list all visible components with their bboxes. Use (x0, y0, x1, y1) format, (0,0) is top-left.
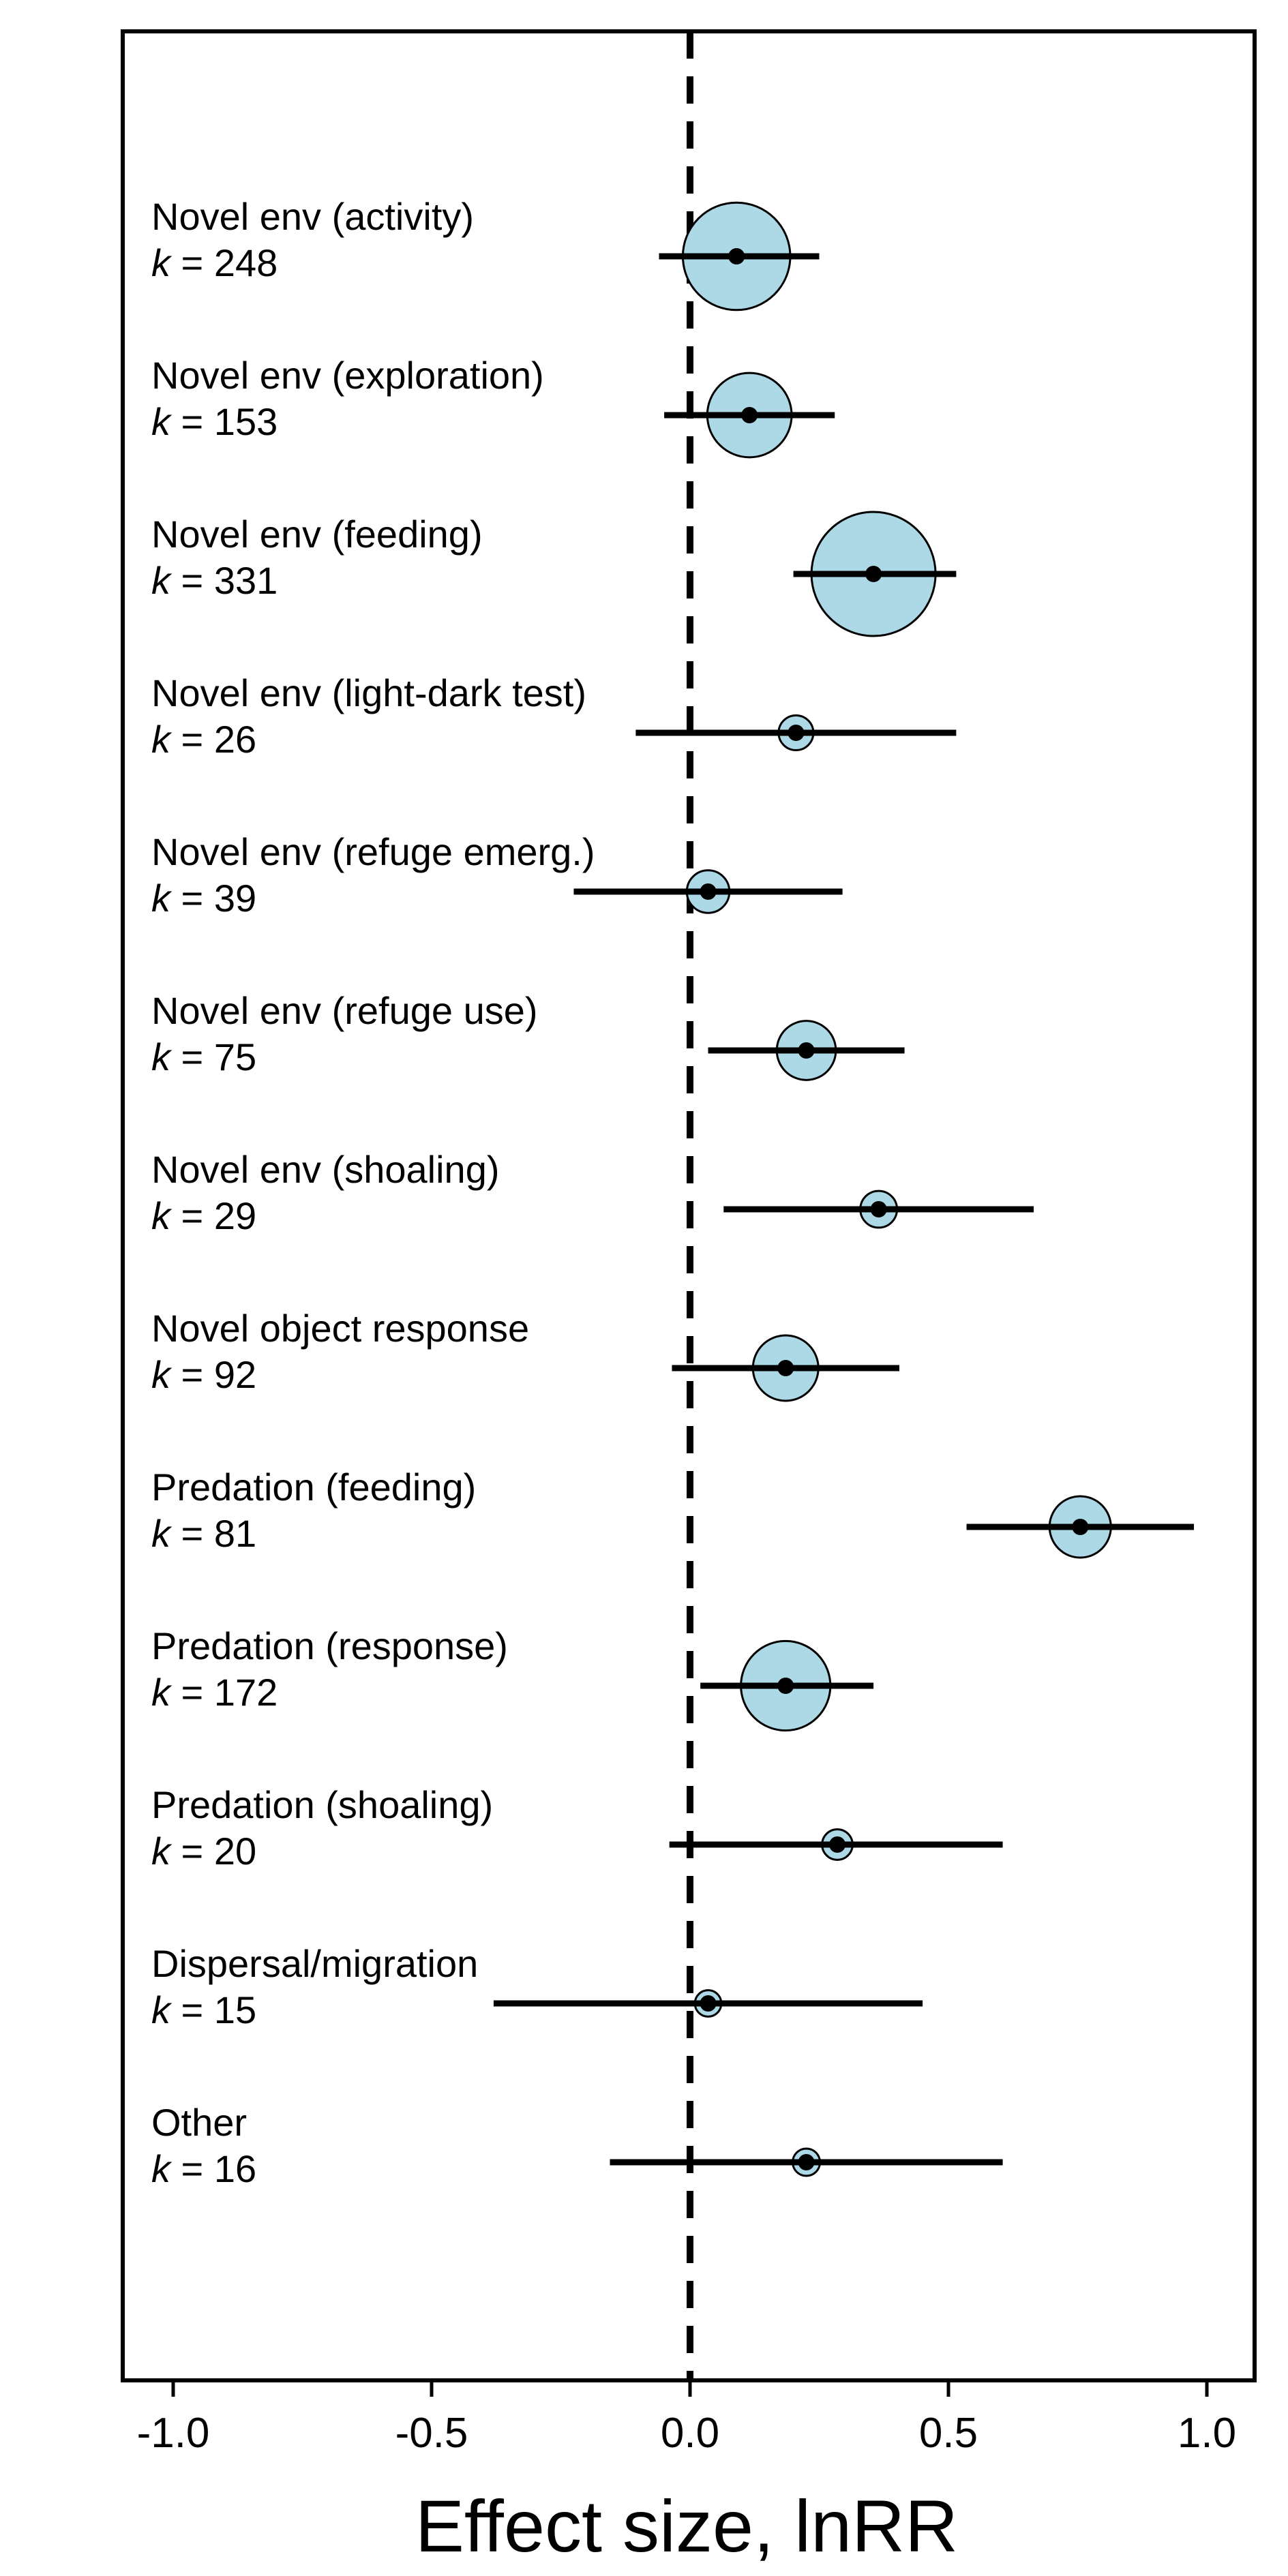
k-symbol: k (151, 1830, 173, 1873)
point-estimate (870, 1201, 887, 1217)
point-estimate (728, 248, 745, 264)
row-k-label: k = 26 (151, 718, 256, 761)
forest-row: Novel env (refuge emerg.)k = 39 (151, 830, 843, 920)
row-label: Predation (response) (151, 1624, 508, 1667)
k-value: = 15 (170, 1988, 256, 2031)
k-symbol: k (151, 1035, 173, 1078)
forest-row: Novel env (light-dark test)k = 26 (151, 671, 957, 761)
row-label: Novel env (activity) (151, 195, 474, 238)
k-value: = 248 (170, 241, 278, 284)
x-axis: -1.0 -0.5 0.0 0.5 1.0 (137, 2380, 1236, 2457)
forest-row: Predation (response)k = 172 (151, 1624, 874, 1732)
k-value: = 81 (170, 1512, 256, 1555)
point-estimate (788, 725, 805, 741)
k-value: = 29 (170, 1194, 256, 1237)
point-estimate (741, 407, 758, 423)
row-label: Other (151, 2101, 247, 2144)
point-estimate (777, 1678, 794, 1694)
point-estimate (829, 1836, 846, 1853)
row-label: Dispersal/migration (151, 1942, 478, 1985)
k-value: = 16 (170, 2147, 256, 2190)
row-label: Novel object response (151, 1307, 529, 1350)
k-value: = 26 (170, 718, 256, 761)
row-label: Novel env (light-dark test) (151, 671, 586, 714)
x-tick-label: 0.0 (661, 2410, 719, 2457)
point-estimate (700, 1995, 717, 2012)
x-axis-label: Effect size, lnRR (415, 2485, 958, 2567)
k-symbol: k (151, 877, 173, 920)
k-symbol: k (151, 400, 173, 443)
row-k-label: k = 16 (151, 2147, 256, 2190)
k-value: = 153 (170, 400, 278, 443)
row-label: Novel env (refuge use) (151, 989, 538, 1032)
k-value: = 39 (170, 877, 256, 920)
k-symbol: k (151, 1194, 173, 1237)
row-label: Novel env (exploration) (151, 354, 544, 397)
x-tick-label: 0.5 (919, 2410, 978, 2457)
point-estimate (798, 2154, 815, 2170)
row-k-label: k = 29 (151, 1194, 256, 1237)
k-value: = 331 (170, 559, 278, 602)
k-symbol: k (151, 1512, 173, 1555)
row-label: Novel env (feeding) (151, 513, 483, 556)
row-k-label: k = 75 (151, 1035, 256, 1078)
k-value: = 75 (170, 1035, 256, 1078)
forest-row: Novel env (shoaling)k = 29 (151, 1148, 1034, 1237)
k-symbol: k (151, 718, 173, 761)
x-tick-label: -0.5 (395, 2410, 468, 2457)
row-label: Novel env (shoaling) (151, 1148, 499, 1191)
x-tick-label: -1.0 (137, 2410, 210, 2457)
row-k-label: k = 153 (151, 400, 278, 443)
forest-row: Predation (shoaling)k = 20 (151, 1783, 1003, 1873)
k-symbol: k (151, 1353, 173, 1396)
point-estimate (1072, 1519, 1089, 1535)
row-k-label: k = 20 (151, 1830, 256, 1873)
forest-row: Novel env (feeding)k = 331 (151, 511, 957, 637)
forest-row: Novel env (activity)k = 248 (151, 195, 820, 312)
k-symbol: k (151, 2147, 173, 2190)
k-symbol: k (151, 559, 173, 602)
point-estimate (777, 1360, 794, 1376)
k-value: = 20 (170, 1830, 256, 1873)
row-k-label: k = 39 (151, 877, 256, 920)
forest-row: Predation (feeding)k = 81 (151, 1466, 1195, 1559)
row-k-label: k = 172 (151, 1671, 278, 1714)
row-label: Novel env (refuge emerg.) (151, 830, 595, 873)
forest-row: Novel env (refuge use)k = 75 (151, 989, 905, 1081)
k-value: = 92 (170, 1353, 256, 1396)
row-k-label: k = 248 (151, 241, 278, 284)
row-label: Predation (feeding) (151, 1466, 476, 1509)
row-k-label: k = 331 (151, 559, 278, 602)
k-symbol: k (151, 241, 173, 284)
k-symbol: k (151, 1671, 173, 1714)
row-k-label: k = 81 (151, 1512, 256, 1555)
x-tick-label: 1.0 (1178, 2410, 1236, 2457)
point-estimate (700, 883, 717, 900)
forest-row: Novel env (exploration)k = 153 (151, 354, 835, 459)
k-value: = 172 (170, 1671, 278, 1714)
point-estimate (865, 566, 882, 582)
row-k-label: k = 15 (151, 1988, 256, 2031)
row-k-label: k = 92 (151, 1353, 256, 1396)
row-label: Predation (shoaling) (151, 1783, 493, 1826)
point-estimate (798, 1042, 815, 1059)
k-symbol: k (151, 1988, 173, 2031)
